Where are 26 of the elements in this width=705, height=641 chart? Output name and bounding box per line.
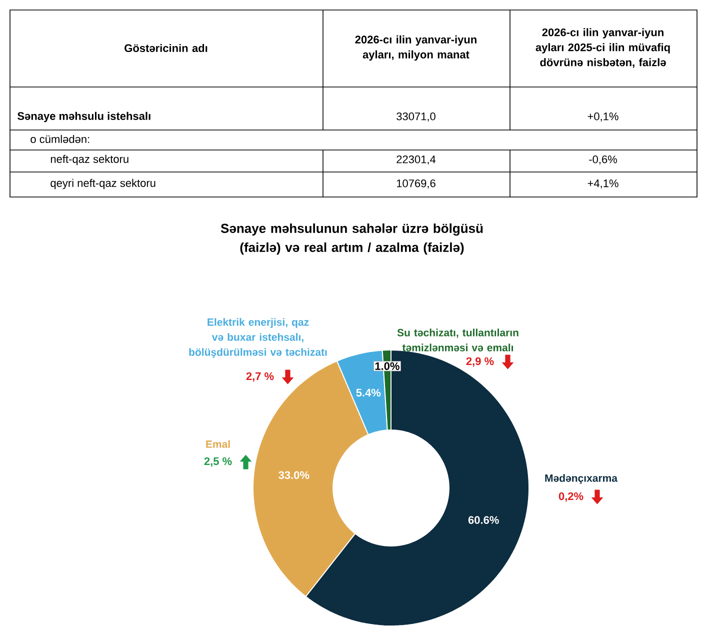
category-label: 2026-cı ilin yanvar-iyun ayları, milyon manat	[355, 35, 476, 61]
text: +0,1%	[588, 112, 618, 122]
category-label: qeyri neft-qaz sektoru	[50, 178, 156, 190]
text: 10769,6	[396, 179, 436, 189]
data-label: 5.4%	[356, 388, 381, 397]
category-label: Sənaye məhsulu istehsalı	[18, 112, 150, 122]
category-label: 2026-cı ilin yanvar-iyun ayları 2025-ci ilin müvafiq dövrünə nisbətən, faizlə	[536, 28, 670, 68]
text: 22301,4	[396, 155, 436, 165]
slice-label: Elektrik enerjisi, qaz və buxar istehsalı, bölüşdürülməsi və təchizatı	[189, 318, 327, 358]
data-label: 1.0%	[375, 362, 400, 370]
category-label: o cümlədən:	[30, 134, 90, 144]
data-label: 33.0%	[278, 471, 310, 480]
text: +4,1%	[588, 179, 618, 189]
text: 2,7 %	[246, 372, 274, 382]
category-label: neft-qaz sektoru	[50, 154, 128, 166]
text: 2,5 %	[204, 457, 232, 467]
category-label: Göstəricinin adı	[124, 44, 208, 52]
data-label: 60.6%	[468, 516, 499, 524]
text: 2,9 %	[466, 357, 494, 367]
text: 0,2%	[558, 492, 584, 502]
slice-label: Mədənçıxarma	[545, 474, 618, 484]
slice-label: Su təchizatı, tullantıların təmizlənməsi və emalı	[397, 328, 518, 352]
chart-title: Sənaye məhsulunun sahələr üzrə bölgüsü (faizlə) və real artım / azalma (faizlə)	[220, 223, 483, 255]
text: -0,6%	[589, 155, 617, 165]
slice-label: Emal	[206, 440, 230, 448]
text: 33071,0	[396, 112, 436, 122]
